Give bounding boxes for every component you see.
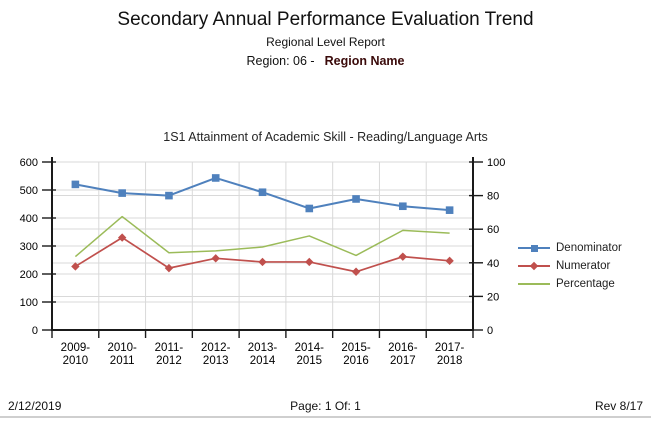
report-title: Secondary Annual Performance Evaluation … xyxy=(117,9,534,30)
region-label: Region: 06 - xyxy=(246,54,315,68)
svg-text:100: 100 xyxy=(20,297,38,309)
svg-text:500: 500 xyxy=(20,185,38,197)
legend-label: Percentage xyxy=(556,278,615,290)
region-name: Region Name xyxy=(324,54,405,68)
svg-text:2010-2011: 2010-2011 xyxy=(107,342,137,367)
svg-text:100: 100 xyxy=(487,157,505,169)
legend-item-denominator: Denominator xyxy=(518,239,622,257)
svg-text:300: 300 xyxy=(20,241,38,253)
series-line-percentage xyxy=(74,215,450,258)
report-header: Secondary Annual Performance Evaluation … xyxy=(0,0,651,69)
series-line-numerator xyxy=(74,236,450,273)
legend-label: Numerator xyxy=(556,260,611,272)
svg-text:2011-2012: 2011-2012 xyxy=(155,342,184,367)
svg-text:2017-2018: 2017-2018 xyxy=(435,342,465,367)
svg-text:200: 200 xyxy=(20,269,38,281)
legend-diamond-marker-icon xyxy=(518,261,550,271)
footer-page-indicator: Page: 1 Of: 1 xyxy=(290,399,361,413)
svg-text:2012-2013: 2012-2013 xyxy=(201,342,231,367)
footer-divider xyxy=(0,416,651,418)
svg-text:600: 600 xyxy=(20,157,38,169)
footer-revision: Rev 8/17 xyxy=(594,399,643,413)
svg-text:40: 40 xyxy=(487,258,499,270)
svg-text:2015-2016: 2015-2016 xyxy=(341,342,371,367)
svg-text:0: 0 xyxy=(487,325,493,337)
svg-text:2016-2017: 2016-2017 xyxy=(388,342,418,367)
svg-text:2013-2014: 2013-2014 xyxy=(248,342,278,367)
svg-text:20: 20 xyxy=(487,291,499,303)
svg-text:400: 400 xyxy=(20,213,38,225)
footer-date: 2/12/2019 xyxy=(8,399,62,413)
svg-text:2009-2010: 2009-2010 xyxy=(61,342,91,367)
chart-title: 1S1 Attainment of Academic Skill - Readi… xyxy=(163,130,488,144)
legend-item-percentage: Percentage xyxy=(518,275,622,293)
svg-text:80: 80 xyxy=(487,191,499,203)
svg-text:60: 60 xyxy=(487,224,499,236)
chart-legend: Denominator Numerator Percentage xyxy=(518,239,622,293)
legend-square-marker-icon xyxy=(518,243,550,253)
region-line: Region: 06 - Region Name xyxy=(0,54,651,69)
svg-text:2014-2015: 2014-2015 xyxy=(295,342,325,367)
legend-label: Denominator xyxy=(556,242,622,254)
legend-item-numerator: Numerator xyxy=(518,257,622,275)
report-subtitle: Regional Level Report xyxy=(266,35,385,49)
svg-text:0: 0 xyxy=(32,325,38,337)
legend-none-marker-icon xyxy=(518,279,550,289)
